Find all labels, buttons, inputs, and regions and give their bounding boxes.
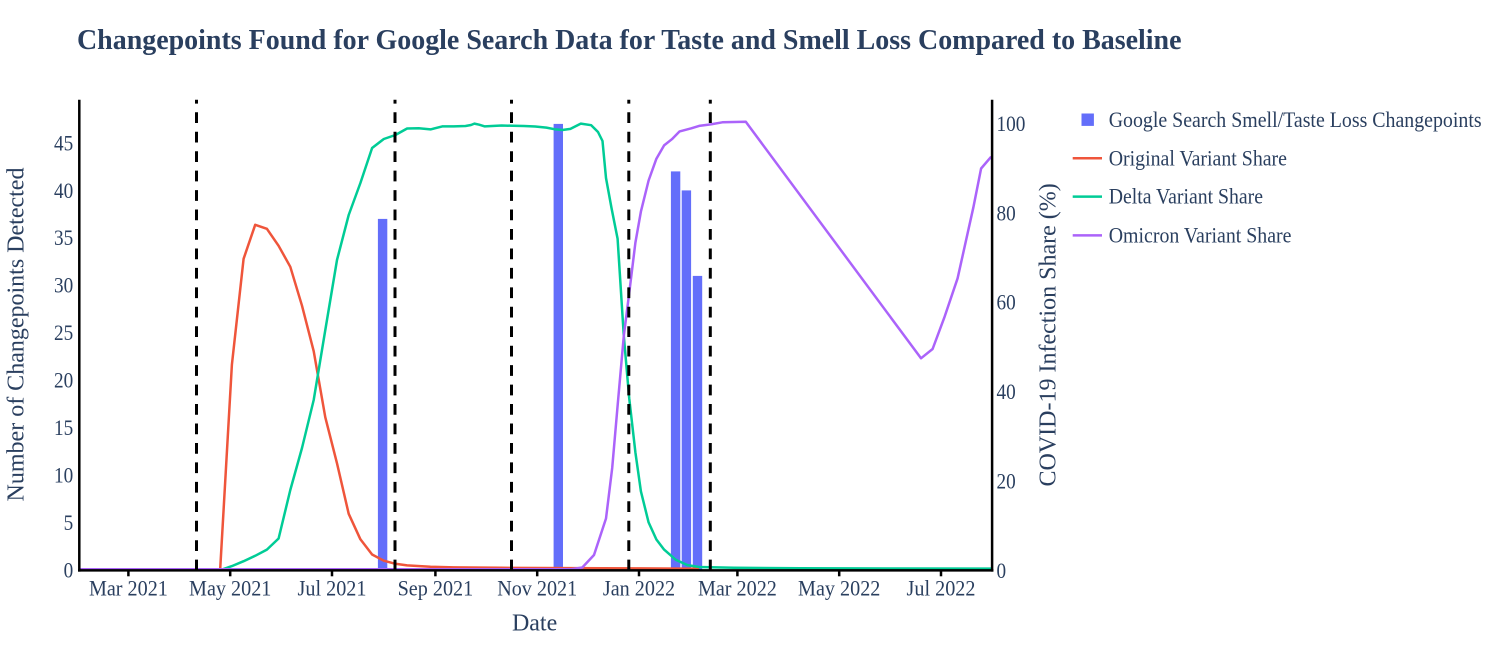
- svg-text:30: 30: [54, 273, 73, 298]
- svg-text:25: 25: [54, 320, 73, 345]
- svg-text:Jul 2022: Jul 2022: [907, 576, 976, 601]
- svg-text:Mar 2022: Mar 2022: [698, 576, 777, 601]
- svg-text:5: 5: [64, 510, 74, 535]
- svg-text:40: 40: [54, 178, 73, 203]
- svg-text:80: 80: [997, 200, 1016, 225]
- svg-text:45: 45: [54, 130, 73, 155]
- svg-text:Google Search Smell/Taste Loss: Google Search Smell/Taste Loss Changepoi…: [1109, 107, 1482, 132]
- svg-text:15: 15: [54, 415, 73, 440]
- svg-text:0: 0: [997, 558, 1007, 583]
- svg-text:Delta Variant Share: Delta Variant Share: [1109, 184, 1263, 209]
- svg-text:20: 20: [54, 368, 73, 393]
- svg-text:Sep 2021: Sep 2021: [398, 576, 474, 601]
- svg-text:0: 0: [64, 558, 74, 583]
- svg-text:Changepoints Found for Google: Changepoints Found for Google Search Dat…: [77, 25, 1182, 56]
- svg-text:COVID-19 Infection Share (%): COVID-19 Infection Share (%): [1036, 183, 1062, 486]
- svg-text:20: 20: [997, 468, 1016, 493]
- svg-text:May 2022: May 2022: [798, 576, 880, 601]
- svg-text:60: 60: [997, 290, 1016, 315]
- svg-text:May 2021: May 2021: [189, 576, 271, 601]
- svg-text:Mar 2021: Mar 2021: [89, 576, 168, 601]
- svg-text:Date: Date: [512, 611, 557, 637]
- svg-text:Omicron Variant Share: Omicron Variant Share: [1109, 223, 1292, 248]
- svg-text:Jul 2021: Jul 2021: [298, 576, 367, 601]
- svg-text:Jan 2022: Jan 2022: [603, 576, 675, 601]
- svg-text:100: 100: [997, 111, 1026, 136]
- svg-text:10: 10: [54, 463, 73, 488]
- svg-text:Nov 2021: Nov 2021: [497, 576, 577, 601]
- svg-text:Number of Changepoints Detecte: Number of Changepoints Detected: [3, 168, 29, 502]
- svg-text:Original Variant Share: Original Variant Share: [1109, 145, 1287, 170]
- svg-text:35: 35: [54, 225, 73, 250]
- svg-text:40: 40: [997, 379, 1016, 404]
